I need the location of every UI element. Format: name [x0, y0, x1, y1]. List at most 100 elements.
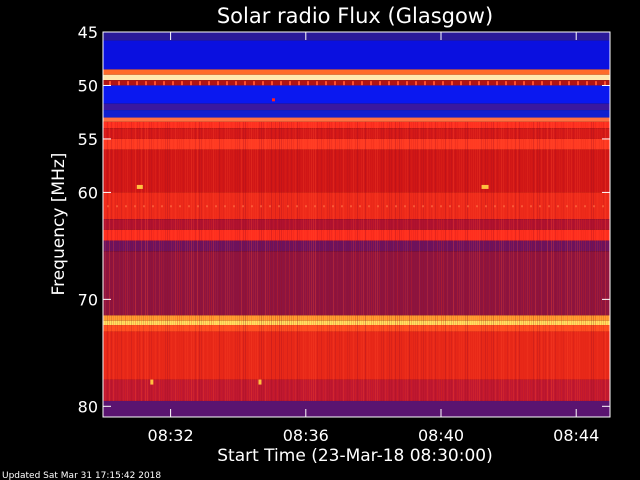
- dot-mark: [262, 81, 264, 86]
- noise-streak: [489, 121, 490, 401]
- noise-streak: [545, 121, 546, 401]
- noise-streak: [333, 121, 334, 401]
- dot-mark: [116, 205, 118, 208]
- noise-streak: [149, 121, 150, 401]
- noise-streak: [187, 121, 188, 401]
- noise-streak: [199, 121, 200, 401]
- dot-mark: [505, 81, 507, 86]
- noise-streak: [131, 121, 132, 401]
- noise-streak: [523, 121, 524, 401]
- dot-mark: [514, 81, 516, 86]
- noise-streak: [427, 121, 428, 401]
- dot-mark: [431, 205, 433, 208]
- dot-mark: [539, 205, 541, 208]
- noise-streak: [349, 121, 350, 401]
- noise-streak: [249, 121, 250, 401]
- noise-streak: [369, 121, 370, 401]
- noise-streak: [151, 121, 152, 401]
- noise-streak: [155, 121, 156, 401]
- noise-streak: [271, 121, 272, 401]
- noise-streak: [557, 121, 558, 401]
- noise-streak: [363, 121, 364, 401]
- noise-streak: [237, 121, 238, 401]
- noise-streak: [273, 121, 274, 401]
- frequency-band: [103, 121, 610, 129]
- dot-mark: [494, 205, 496, 208]
- noise-streak: [189, 121, 190, 401]
- noise-streak: [177, 121, 178, 401]
- noise-streak: [225, 121, 226, 401]
- dot-mark: [440, 205, 442, 208]
- noise-streak: [241, 121, 242, 401]
- dot-mark: [487, 81, 489, 86]
- noise-streak: [159, 121, 160, 401]
- dot-mark: [593, 205, 595, 208]
- noise-streak: [381, 121, 382, 401]
- bright-spot: [272, 98, 275, 102]
- noise-streak: [157, 121, 158, 401]
- noise-streak: [403, 121, 404, 401]
- dot-mark: [296, 205, 298, 208]
- noise-streak: [129, 121, 130, 401]
- frequency-band: [103, 69, 610, 75]
- dot-mark: [548, 205, 550, 208]
- dot-mark: [170, 205, 172, 208]
- frequency-band: [103, 192, 610, 220]
- frequency-band: [103, 40, 610, 70]
- noise-streak: [309, 121, 310, 401]
- dot-mark: [323, 205, 325, 208]
- noise-streak: [597, 121, 598, 401]
- frequency-band: [103, 325, 610, 332]
- noise-streak: [605, 121, 606, 401]
- noise-streak: [573, 121, 574, 401]
- noise-streak: [443, 121, 444, 401]
- x-axis-label: Start Time (23-Mar-18 08:30:00): [217, 446, 492, 466]
- x-tick-label: 08:40: [418, 426, 464, 445]
- noise-streak: [299, 121, 300, 401]
- noise-streak: [255, 121, 256, 401]
- dot-mark: [305, 205, 307, 208]
- noise-streak: [235, 121, 236, 401]
- noise-streak: [561, 121, 562, 401]
- dot-mark: [271, 81, 273, 86]
- noise-streak: [575, 121, 576, 401]
- noise-streak: [475, 121, 476, 401]
- noise-streak: [587, 121, 588, 401]
- chart-title: Solar radio Flux (Glasgow): [217, 4, 493, 28]
- dot-mark: [289, 81, 291, 86]
- dot-mark: [406, 81, 408, 86]
- noise-streak: [459, 121, 460, 401]
- dot-mark: [244, 81, 246, 86]
- dot-mark: [413, 205, 415, 208]
- frequency-band: [103, 103, 610, 111]
- dot-mark: [460, 81, 462, 86]
- dot-mark: [512, 205, 514, 208]
- noise-streak: [567, 121, 568, 401]
- noise-streak: [445, 121, 446, 401]
- frequency-band: [103, 331, 610, 380]
- noise-streak: [361, 121, 362, 401]
- frequency-band: [103, 229, 610, 241]
- noise-streak: [277, 121, 278, 401]
- dot-mark: [478, 81, 480, 86]
- noise-streak: [145, 121, 146, 401]
- spectrogram-plot: [102, 31, 611, 418]
- dot-mark: [577, 81, 579, 86]
- dot-mark: [172, 81, 174, 86]
- dot-mark: [253, 81, 255, 86]
- dot-mark: [584, 205, 586, 208]
- noise-streak: [319, 121, 320, 401]
- noise-streak: [387, 121, 388, 401]
- noise-streak: [195, 121, 196, 401]
- noise-streak: [107, 121, 108, 401]
- dot-mark: [521, 205, 523, 208]
- noise-streak: [423, 121, 424, 401]
- noise-streak: [547, 121, 548, 401]
- noise-streak: [331, 121, 332, 401]
- noise-streak: [389, 121, 390, 401]
- noise-streak: [543, 121, 544, 401]
- dot-mark: [566, 205, 568, 208]
- dot-mark: [152, 205, 154, 208]
- dot-mark: [496, 81, 498, 86]
- noise-streak: [207, 121, 208, 401]
